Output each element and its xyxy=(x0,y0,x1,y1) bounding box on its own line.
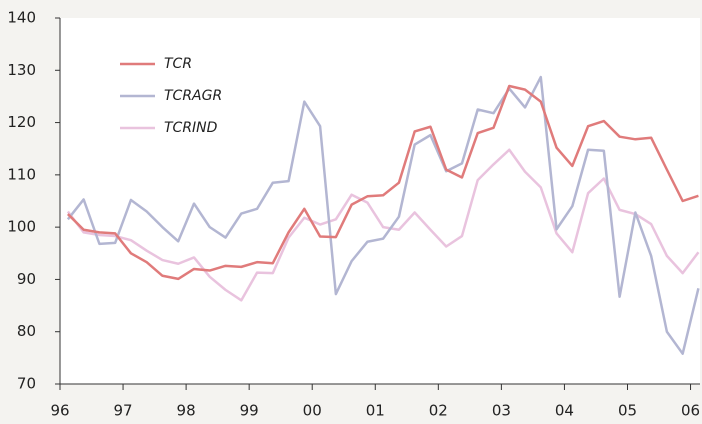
plot-area xyxy=(60,18,700,384)
x-tick-label: 00 xyxy=(303,402,322,420)
x-tick-label: 06 xyxy=(681,402,700,420)
y-tick-label: 110 xyxy=(7,165,36,183)
legend-label: TCRAGR xyxy=(164,88,222,104)
x-tick-label: 97 xyxy=(114,402,133,420)
y-tick-label: 80 xyxy=(17,322,36,340)
y-tick-label: 120 xyxy=(7,113,36,131)
y-tick-label: 70 xyxy=(17,375,36,393)
x-tick-label: 96 xyxy=(50,402,69,420)
x-tick-label: 98 xyxy=(177,402,196,420)
x-tick-label: 03 xyxy=(492,402,511,420)
y-tick-label: 90 xyxy=(17,270,36,288)
x-tick-label: 05 xyxy=(618,402,637,420)
series-line xyxy=(66,75,700,355)
x-tick-label: 02 xyxy=(429,402,448,420)
x-tick-label: 01 xyxy=(366,402,385,420)
x-tick-label: 99 xyxy=(240,402,259,420)
legend-label: TCRIND xyxy=(164,120,218,136)
x-tick-label: 04 xyxy=(555,402,574,420)
legend-label: TCR xyxy=(164,56,192,72)
y-tick-label: 140 xyxy=(7,9,36,27)
series-line xyxy=(67,84,699,281)
series-line xyxy=(66,148,700,302)
y-tick-label: 100 xyxy=(7,218,36,236)
y-tick-label: 130 xyxy=(7,61,36,79)
